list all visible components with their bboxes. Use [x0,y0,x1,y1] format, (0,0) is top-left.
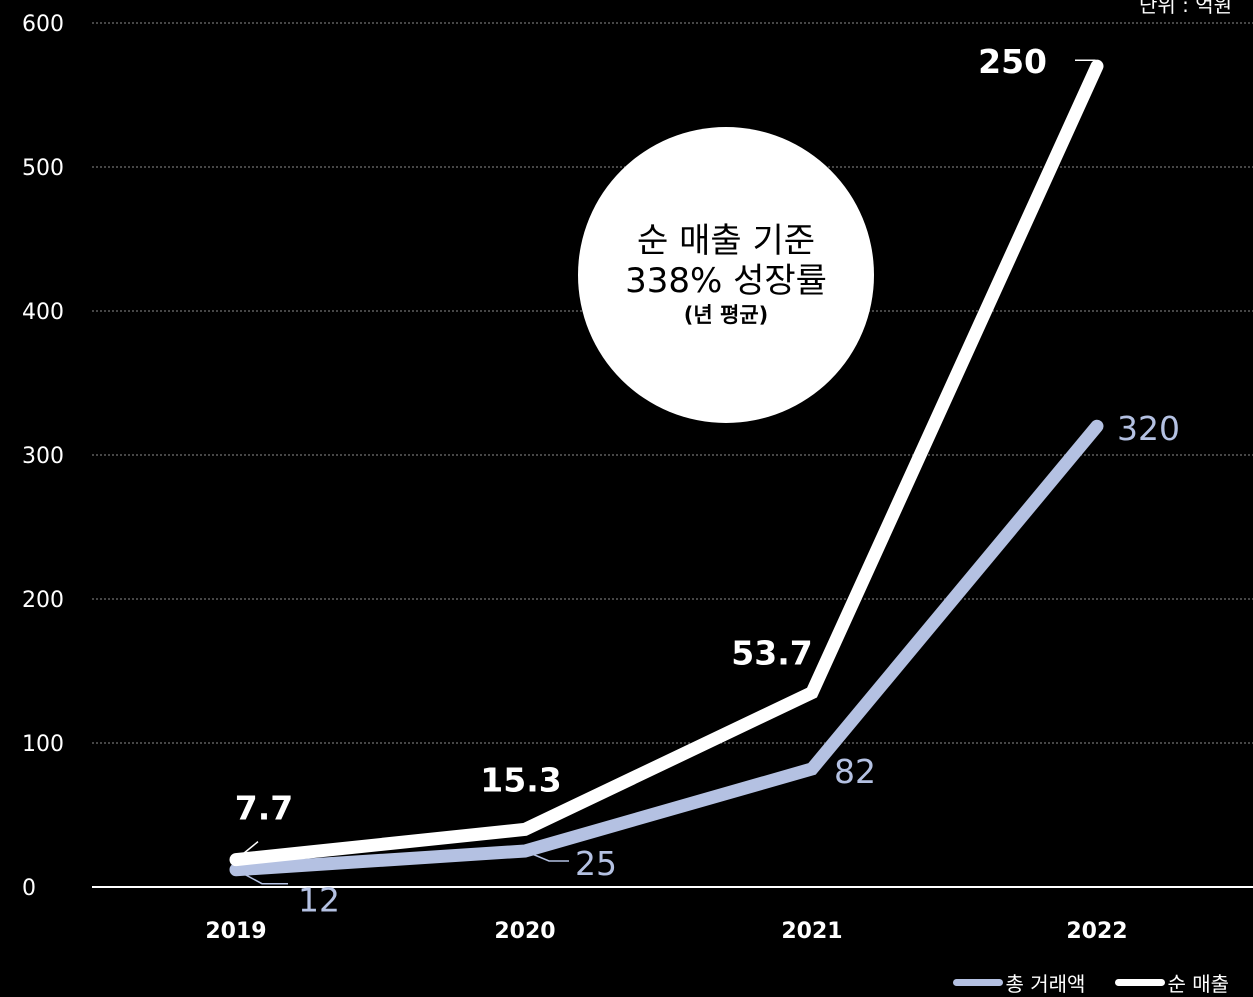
callout-line-2: 338% 성장률 [625,261,827,301]
label-leader-line [1075,59,1098,67]
data-label-gmv: 25 [575,844,617,883]
series-line-gmv [229,419,1104,877]
y-axis-ticks: 0 100 200 300 400 500 600 [22,12,64,901]
growth-callout: 순 매출 기준 338% 성장률 (년 평균) [578,127,874,423]
legend-label-revenue: 순 매출 [1167,972,1229,996]
series-line-revenue [229,59,1104,867]
legend-swatch-gmv [953,979,1004,986]
legend-item-gmv: 총 거래액 [953,968,1085,997]
callout-line-3: (년 평균) [683,303,769,327]
legend-item-revenue: 순 매출 [1115,968,1229,997]
y-tick-label: 200 [22,588,64,613]
y-tick-label: 500 [22,156,64,181]
x-tick-label: 2020 [494,919,555,944]
x-tick-label: 2021 [781,919,842,944]
y-tick-label: 0 [22,876,36,901]
data-label-revenue: 53.7 [731,634,812,673]
legend: 총 거래액 순 매출 [953,968,1229,997]
label-leader-line [235,841,259,861]
legend-swatch-revenue [1115,979,1166,986]
callout-line-1: 순 매출 기준 [636,221,815,261]
data-label-gmv: 320 [1117,409,1180,448]
data-label-revenue: 7.7 [235,789,293,828]
unit-label: 단위 : 억원 [1139,0,1232,17]
data-label-gmv: 12 [298,881,340,920]
label-leader-line [524,850,569,862]
x-tick-label: 2019 [205,919,266,944]
y-tick-label: 400 [22,300,64,325]
data-label-gmv: 82 [834,752,876,791]
y-tick-label: 600 [22,12,64,37]
x-axis-ticks: 2019 2020 2021 2022 [205,919,1127,944]
x-tick-label: 2022 [1066,919,1127,944]
label-leader-line [235,869,288,885]
legend-label-gmv: 총 거래액 [1005,972,1086,996]
data-labels: 12 25 82 320 7.7 15.3 53.7 250 [235,42,1180,920]
y-tick-label: 100 [22,732,64,757]
data-label-revenue: 15.3 [480,760,561,799]
series-lines [229,59,1104,877]
data-label-revenue: 250 [978,42,1047,81]
y-tick-label: 300 [22,444,64,469]
